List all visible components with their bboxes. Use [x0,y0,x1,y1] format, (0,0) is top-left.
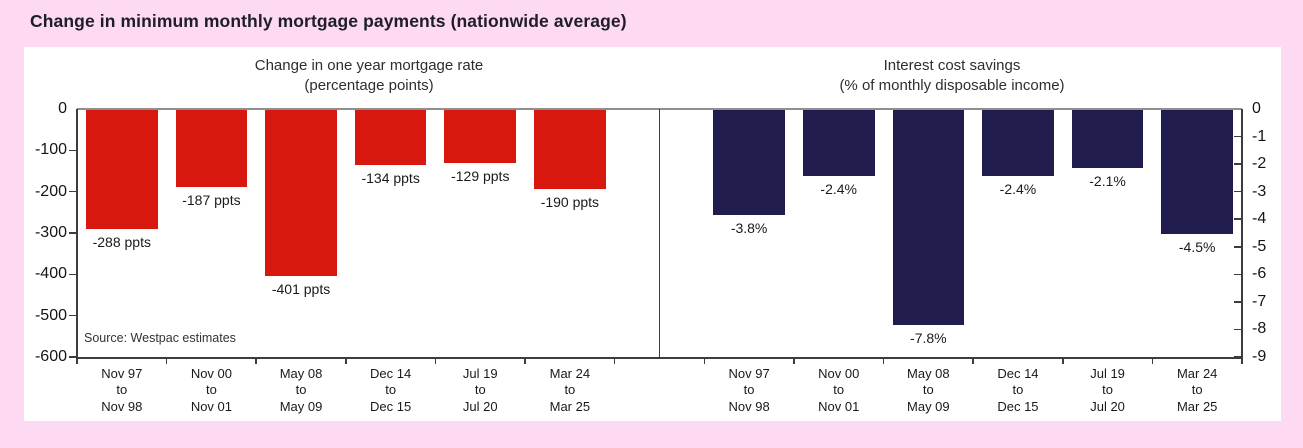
x-axis-tick [1241,357,1243,364]
bar-value-label: -2.1% [1089,172,1126,189]
bar [534,110,606,189]
bar [982,110,1054,177]
page-title: Change in minimum monthly mortgage payme… [30,11,627,31]
bar [1161,110,1234,234]
bar [265,110,337,276]
bar-value-label: -2.4% [999,181,1037,198]
y-axis-tick [1234,163,1242,165]
x-axis-tick [524,357,526,364]
y-axis-tick [1234,135,1242,138]
y-tick-label: -2 [1252,155,1267,173]
x-tick-label: Jul 19 to Jul 20 [462,366,498,414]
y-tick-label: -400 [34,265,67,283]
y-axis-tick [1234,273,1242,276]
y-axis-tick [69,149,77,152]
x-axis-tick [345,357,347,364]
y-tick-label: -4 [1252,210,1267,228]
bar-value-label: -134 ppts [361,170,420,187]
y-axis-tick [1234,246,1242,248]
y-axis-tick [1234,218,1242,220]
bar-value-label: -190 ppts [540,193,600,210]
bar-value-label: -401 ppts [271,280,331,297]
x-axis-tick [972,357,974,364]
right-y-axis-line [1241,109,1243,357]
chart-card: Change in one year mortgage rate (percen… [24,47,1281,421]
x-axis-tick [165,357,168,364]
y-axis-tick [1234,356,1242,358]
x-tick-label: Mar 24 to Mar 25 [1176,366,1218,414]
y-axis-tick [69,232,77,234]
y-tick-label: -600 [34,348,67,365]
x-axis-tick [703,357,706,364]
x-axis-tick [434,357,437,364]
x-tick-label: Nov 97 to Nov 98 [728,366,770,414]
x-axis-tick [1062,357,1064,364]
left-panel-title-line1: Change in one year mortgage rate [254,57,484,74]
panel-divider-line [658,109,660,357]
right-panel-title-line2: (% of monthly disposable income) [839,76,1065,94]
bar-value-label: -288 ppts [92,234,151,251]
y-tick-label: -300 [34,224,67,241]
source-note: Source: Westpac estimates [84,331,236,345]
x-tick-label: Dec 14 to Dec 15 [997,366,1039,414]
y-tick-label: -1 [1252,127,1267,145]
bar-value-label: -3.8% [730,219,768,236]
y-tick-label: -7 [1252,292,1267,310]
x-tick-label: Nov 00 to Nov 01 [818,366,860,414]
bar [444,110,517,164]
y-tick-label: -8 [1252,320,1267,338]
x-tick-label: Dec 14 to Dec 15 [370,366,412,414]
x-axis-tick [613,357,616,364]
bar [802,110,875,177]
x-axis-tick [255,357,257,364]
y-axis-tick [69,273,77,276]
bar-value-label: -187 ppts [182,192,241,209]
x-tick-label: Nov 97 to Nov 98 [101,366,143,414]
x-tick-label: May 08 to May 09 [279,366,323,414]
y-axis-tick [1234,190,1242,193]
right-panel-title: Interest cost savings (% of monthly disp… [742,56,1162,95]
left-panel-title-line2: (percentage points) [304,76,434,94]
bar-value-label: -4.5% [1178,239,1216,255]
y-tick-label: -6 [1252,265,1267,283]
bar-value-label: -7.8% [910,329,947,346]
y-tick-label: -100 [34,141,67,159]
x-tick-label: Mar 24 to Mar 25 [549,366,591,414]
y-tick-label: 0 [1252,100,1261,117]
y-axis-tick [1234,328,1242,331]
bar-value-label: -2.4% [820,181,857,198]
bar [1071,110,1144,168]
right-panel-title-line1: Interest cost savings [883,57,1021,74]
x-axis-tick [793,357,795,364]
y-tick-label: -3 [1252,182,1267,200]
bar [354,110,427,166]
bar [175,110,248,188]
bar [892,110,965,325]
y-axis-tick [1234,301,1242,303]
x-axis-line [77,357,1242,359]
x-tick-label: Nov 00 to Nov 01 [190,366,233,414]
x-axis-tick [1151,357,1154,364]
bar-value-label: -129 ppts [451,168,510,185]
x-axis-tick [76,357,78,364]
y-axis-tick [69,190,77,193]
x-axis-tick [882,357,885,364]
bar [85,110,158,230]
y-tick-label: -9 [1252,348,1267,365]
y-axis-tick [69,314,77,317]
left-panel-title: Change in one year mortgage rate (percen… [159,56,579,95]
x-tick-label: Jul 19 to Jul 20 [1090,366,1125,414]
y-tick-label: -5 [1252,237,1267,255]
x-tick-label: May 08 to May 09 [907,366,950,414]
y-tick-label: -500 [34,306,67,324]
y-tick-label: -200 [34,182,67,200]
bar [713,110,785,215]
y-axis-tick [69,356,77,358]
y-tick-label: 0 [58,100,67,117]
